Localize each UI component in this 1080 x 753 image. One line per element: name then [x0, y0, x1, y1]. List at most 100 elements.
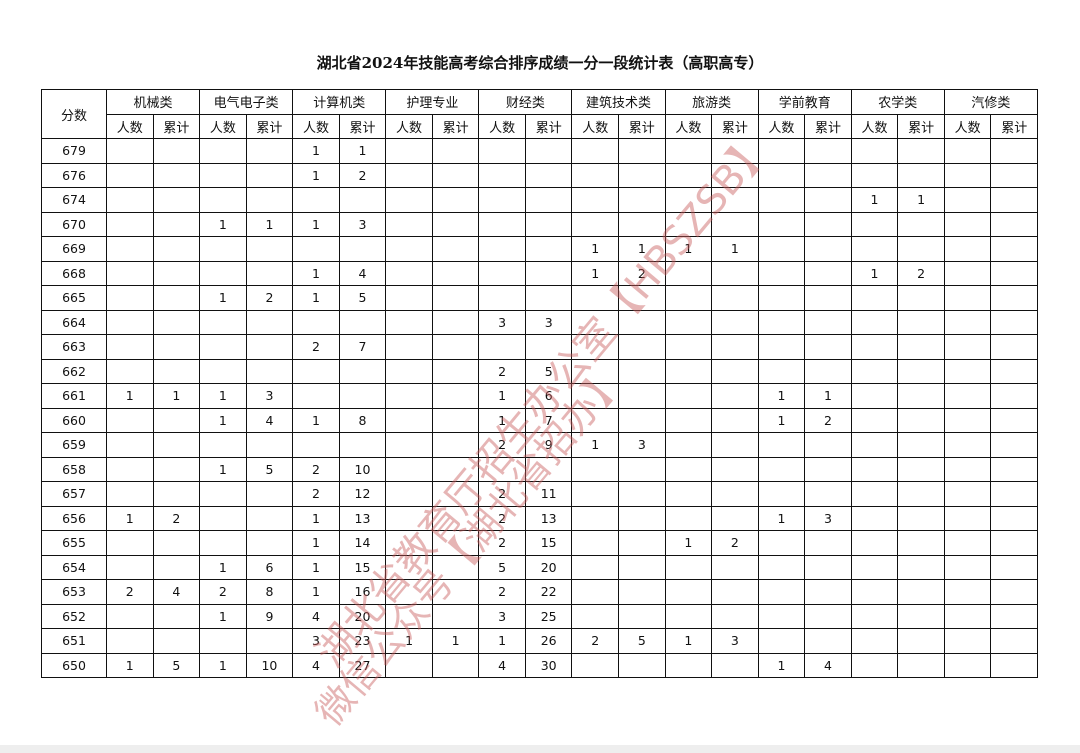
cumulative-cell — [245, 628, 294, 654]
cumulative-cell: 27 — [338, 652, 387, 678]
count-cell — [571, 309, 620, 335]
category-header: 护理专业 — [385, 89, 480, 115]
cumulative-cell: 5 — [524, 358, 573, 384]
cumulative-cell — [245, 187, 294, 213]
count-cell: 2 — [571, 628, 620, 654]
count-cell — [199, 334, 247, 360]
count-cell — [943, 138, 992, 164]
count-cell — [571, 456, 620, 482]
cumulative-cell — [618, 383, 666, 409]
cumulative-cell — [897, 383, 945, 409]
count-cell — [757, 260, 806, 286]
cumulative-cell — [618, 358, 666, 384]
cumulative-cell — [524, 187, 573, 213]
cumulative-cell — [245, 481, 294, 507]
cumulative-cell — [618, 162, 666, 188]
count-cell: 1 — [292, 138, 340, 164]
count-cell: 1 — [106, 652, 154, 678]
cumulative-cell — [711, 260, 759, 286]
count-cell — [664, 505, 713, 531]
count-cell — [199, 432, 247, 458]
count-cell: 2 — [478, 432, 526, 458]
count-cell: 3 — [478, 603, 526, 629]
count-cell — [664, 358, 713, 384]
cumulative-cell: 16 — [338, 579, 387, 605]
cumulative-cell — [618, 652, 666, 678]
cumulative-cell — [152, 309, 201, 335]
count-cell — [199, 260, 247, 286]
cumulative-cell — [804, 628, 852, 654]
score-cell: 658 — [41, 456, 107, 482]
cumulative-cell — [152, 211, 201, 237]
count-cell — [199, 481, 247, 507]
table-row: 668 1 4 1 2 1 2 — [41, 260, 1038, 286]
count-cell — [757, 628, 806, 654]
cumulative-cell — [338, 383, 387, 409]
count-cell: 1 — [478, 628, 526, 654]
count-cell — [850, 309, 899, 335]
count-cell: 2 — [106, 579, 154, 605]
cumulative-cell: 5 — [152, 652, 201, 678]
count-cell: 1 — [850, 260, 899, 286]
count-header: 人数 — [385, 113, 433, 139]
cumulative-cell — [897, 505, 945, 531]
cumulative-cell — [431, 505, 480, 531]
cumulative-cell: 1 — [618, 236, 666, 262]
count-cell: 1 — [850, 187, 899, 213]
cumulative-cell — [431, 603, 480, 629]
count-cell — [478, 211, 526, 237]
score-cell: 668 — [41, 260, 107, 286]
cumulative-cell — [245, 236, 294, 262]
count-cell — [385, 383, 433, 409]
count-cell: 1 — [664, 530, 713, 556]
cumulative-cell: 1 — [338, 138, 387, 164]
cumulative-cell — [804, 236, 852, 262]
cumulative-header: 累计 — [711, 113, 759, 139]
header-row-categories: 分数 机械类 电气电子类 计算机类 护理专业 财经类 建筑技术类 旅游类 学前教育 农学类 汽修类 — [41, 89, 1039, 139]
count-cell — [199, 162, 247, 188]
count-cell: 1 — [292, 285, 340, 311]
cumulative-cell — [431, 432, 480, 458]
count-cell — [943, 456, 992, 482]
table-row: 651 3 23 1 1 1 26 2 5 1 3 — [41, 628, 1038, 654]
category-header: 电气电子类 — [199, 89, 294, 115]
count-header: 人数 — [292, 113, 340, 139]
count-cell: 1 — [478, 407, 526, 433]
count-cell — [571, 579, 620, 605]
count-cell — [106, 285, 154, 311]
cumulative-cell — [245, 432, 294, 458]
count-cell — [850, 505, 899, 531]
count-cell — [106, 554, 154, 580]
cumulative-cell — [431, 383, 480, 409]
count-cell — [571, 138, 620, 164]
category-header: 农学类 — [850, 89, 945, 115]
count-cell — [943, 628, 992, 654]
count-cell — [943, 211, 992, 237]
count-cell — [106, 211, 154, 237]
category-header: 机械类 — [105, 89, 201, 115]
count-cell: 1 — [199, 456, 247, 482]
cumulative-cell — [152, 162, 201, 188]
cumulative-cell: 7 — [524, 407, 573, 433]
count-cell — [664, 603, 713, 629]
cumulative-cell — [152, 530, 201, 556]
count-cell — [385, 211, 433, 237]
cumulative-cell — [618, 138, 666, 164]
count-cell — [757, 603, 806, 629]
cumulative-cell — [152, 260, 201, 286]
cumulative-cell — [990, 236, 1038, 262]
cumulative-cell: 3 — [338, 211, 387, 237]
cumulative-cell: 22 — [524, 579, 573, 605]
cumulative-cell: 2 — [804, 407, 852, 433]
cumulative-cell: 5 — [338, 285, 387, 311]
table-row: 657 2 12 2 11 — [41, 481, 1038, 507]
cumulative-cell — [897, 407, 945, 433]
count-cell — [571, 530, 620, 556]
cumulative-cell: 1 — [152, 383, 201, 409]
category-header: 建筑技术类 — [571, 89, 666, 115]
cumulative-cell — [152, 138, 201, 164]
count-cell — [943, 481, 992, 507]
cumulative-cell: 3 — [711, 628, 759, 654]
count-cell — [385, 505, 433, 531]
count-cell — [664, 211, 713, 237]
